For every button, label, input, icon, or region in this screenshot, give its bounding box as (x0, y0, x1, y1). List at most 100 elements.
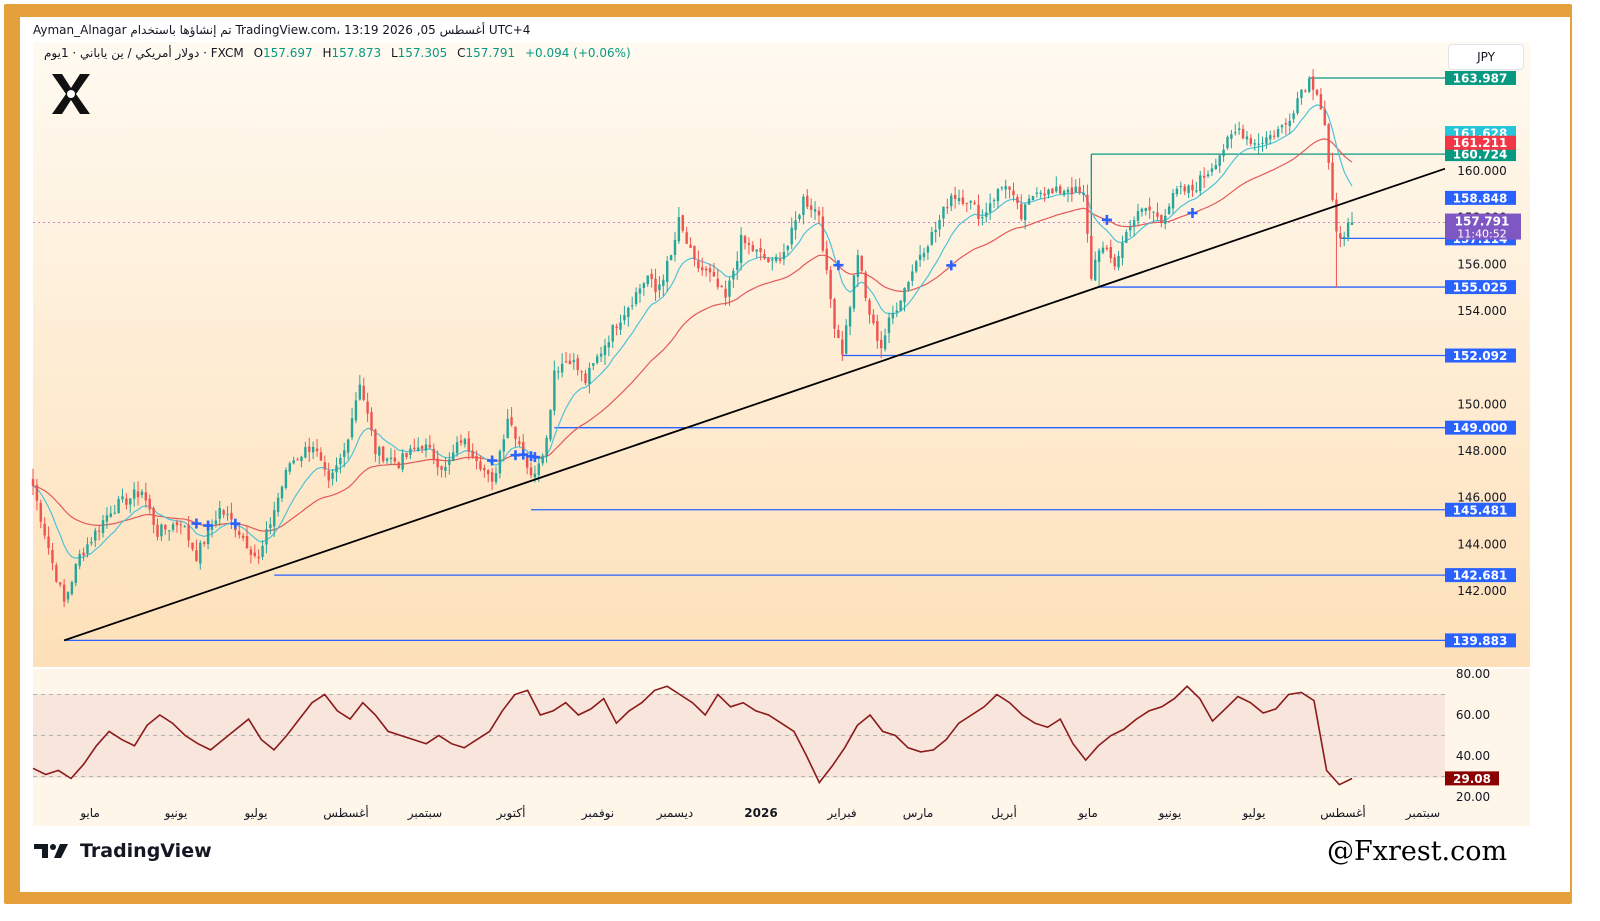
candle-body[interactable] (794, 220, 797, 230)
candle-body[interactable] (767, 258, 770, 263)
candle-body[interactable] (1183, 186, 1186, 192)
candle-body[interactable] (292, 460, 295, 464)
candle-body[interactable] (1335, 199, 1338, 232)
candle-body[interactable] (74, 564, 78, 583)
candle-body[interactable] (1245, 136, 1249, 140)
ma-fast-line[interactable] (32, 104, 1353, 559)
candle-body[interactable] (1144, 207, 1147, 211)
candle-body[interactable] (1055, 186, 1058, 192)
candle-body[interactable] (880, 339, 883, 348)
candle-body[interactable] (261, 545, 264, 557)
candle-body[interactable] (206, 527, 210, 544)
candle-body[interactable] (199, 542, 202, 564)
candle-body[interactable] (1047, 189, 1050, 195)
candle-body[interactable] (339, 457, 342, 465)
candle-body[interactable] (802, 196, 805, 216)
candle-body[interactable] (584, 373, 587, 384)
candle-body[interactable] (736, 261, 739, 270)
candle-body[interactable] (187, 525, 190, 541)
candle-body[interactable] (1132, 220, 1136, 227)
candle-body[interactable] (136, 491, 140, 497)
candle-body[interactable] (825, 248, 828, 271)
candle-body[interactable] (1140, 208, 1144, 212)
candle-body[interactable] (821, 216, 825, 251)
candle-body[interactable] (1035, 192, 1039, 194)
candle-body[interactable] (1280, 125, 1284, 128)
candle-body[interactable] (1082, 192, 1085, 195)
candle-body[interactable] (226, 514, 229, 516)
candle-body[interactable] (522, 442, 525, 455)
candle-body[interactable] (868, 300, 871, 315)
candle-body[interactable] (580, 371, 583, 373)
symbol-description[interactable]: دولار أمريكي / ين ياباني · 1يوم · FXCM (44, 46, 244, 60)
candle-body[interactable] (440, 466, 443, 470)
candle-body[interactable] (697, 260, 700, 269)
candle-body[interactable] (915, 261, 918, 272)
candle-body[interactable] (1090, 235, 1093, 279)
candle-body[interactable] (1031, 196, 1035, 201)
candle-body[interactable] (1323, 109, 1326, 126)
candle-body[interactable] (1105, 247, 1109, 250)
candle-body[interactable] (701, 267, 704, 271)
candle-body[interactable] (1304, 90, 1307, 92)
candle-body[interactable] (78, 553, 81, 566)
candle-body[interactable] (592, 363, 595, 366)
candle-body[interactable] (1210, 168, 1214, 172)
candle-body[interactable] (230, 512, 233, 520)
candle-body[interactable] (43, 523, 46, 536)
candle-body[interactable] (926, 246, 930, 253)
candle-body[interactable] (630, 305, 634, 307)
candle-body[interactable] (97, 530, 101, 532)
candle-body[interactable] (214, 520, 218, 525)
candle-body[interactable] (1331, 162, 1334, 201)
candle-body[interactable] (806, 195, 809, 207)
candle-body[interactable] (350, 418, 354, 438)
candle-body[interactable] (545, 437, 548, 457)
candle-body[interactable] (506, 418, 509, 439)
candle-body[interactable] (1051, 188, 1054, 194)
candle-body[interactable] (541, 455, 544, 464)
candle-body[interactable] (210, 525, 214, 530)
candle-body[interactable] (942, 206, 945, 219)
candle-body[interactable] (467, 438, 470, 452)
candle-body[interactable] (953, 194, 957, 200)
candle-body[interactable] (409, 448, 412, 455)
candle-body[interactable] (848, 307, 852, 327)
candle-body[interactable] (284, 469, 288, 488)
candle-body[interactable] (109, 513, 113, 517)
candle-body[interactable] (1315, 89, 1319, 95)
candle-body[interactable] (241, 535, 245, 538)
candle-body[interactable] (1160, 214, 1163, 223)
candle-body[interactable] (132, 489, 136, 499)
candle-body[interactable] (525, 455, 529, 468)
candle-body[interactable] (553, 370, 556, 411)
candle-body[interactable] (51, 549, 54, 563)
candle-body[interactable] (891, 313, 895, 319)
candle-body[interactable] (560, 363, 564, 373)
candle-body[interactable] (1078, 186, 1081, 193)
candle-body[interactable] (1222, 149, 1225, 157)
candle-body[interactable] (300, 456, 303, 462)
candle-body[interactable] (1292, 113, 1295, 120)
candle-body[interactable] (689, 244, 692, 248)
candle-body[interactable] (732, 270, 735, 280)
candle-body[interactable] (654, 278, 657, 292)
candle-body[interactable] (1117, 255, 1120, 268)
candle-body[interactable] (1175, 188, 1179, 195)
candle-body[interactable] (319, 452, 323, 461)
candle-body[interactable] (311, 446, 315, 453)
candle-body[interactable] (117, 499, 120, 514)
candle-body[interactable] (444, 467, 447, 471)
candle-body[interactable] (47, 536, 50, 549)
candle-body[interactable] (475, 455, 478, 462)
candle-body[interactable] (883, 335, 887, 350)
candle-body[interactable] (62, 584, 66, 602)
candle-body[interactable] (218, 508, 221, 519)
candle-body[interactable] (1020, 204, 1023, 220)
candle-body[interactable] (903, 287, 906, 303)
candle-body[interactable] (148, 498, 151, 510)
candle-body[interactable] (179, 524, 183, 526)
candle-body[interactable] (31, 479, 35, 487)
candle-body[interactable] (864, 272, 867, 299)
